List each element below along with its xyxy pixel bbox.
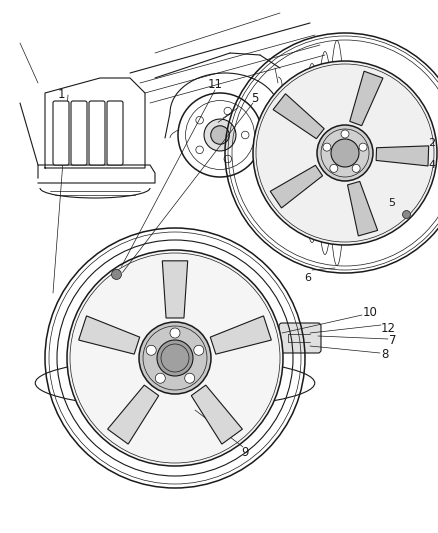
Text: 8: 8: [381, 349, 389, 361]
FancyBboxPatch shape: [89, 101, 105, 165]
Circle shape: [194, 345, 204, 356]
Polygon shape: [191, 385, 242, 444]
Circle shape: [112, 270, 121, 279]
Text: 11: 11: [208, 78, 223, 92]
Circle shape: [139, 322, 211, 394]
Circle shape: [317, 125, 373, 181]
Circle shape: [403, 211, 410, 219]
Circle shape: [196, 116, 203, 124]
Circle shape: [204, 119, 236, 151]
Polygon shape: [79, 316, 140, 354]
Text: 12: 12: [381, 321, 396, 335]
Circle shape: [253, 61, 437, 245]
Polygon shape: [350, 71, 383, 126]
Text: 10: 10: [363, 306, 378, 319]
Circle shape: [186, 101, 254, 169]
FancyBboxPatch shape: [107, 101, 123, 165]
Circle shape: [170, 328, 180, 338]
Text: 6: 6: [304, 273, 311, 283]
Circle shape: [157, 340, 193, 376]
Polygon shape: [376, 146, 429, 166]
Polygon shape: [108, 385, 159, 444]
Text: 5: 5: [388, 198, 395, 208]
Circle shape: [341, 130, 349, 138]
Circle shape: [146, 345, 156, 356]
FancyBboxPatch shape: [53, 101, 69, 165]
Circle shape: [178, 93, 262, 177]
Circle shape: [196, 146, 203, 154]
Circle shape: [330, 164, 338, 172]
Text: 7: 7: [389, 334, 397, 346]
Text: 2: 2: [428, 138, 435, 148]
Circle shape: [224, 107, 232, 115]
Text: 4: 4: [428, 160, 435, 170]
Circle shape: [323, 143, 331, 151]
FancyBboxPatch shape: [279, 323, 321, 353]
Text: 9: 9: [241, 447, 249, 459]
Circle shape: [155, 373, 165, 383]
Text: 1: 1: [57, 88, 65, 101]
Circle shape: [331, 139, 359, 167]
Text: 5: 5: [251, 92, 259, 104]
Circle shape: [185, 373, 195, 383]
Circle shape: [211, 126, 229, 144]
Circle shape: [224, 155, 232, 163]
FancyBboxPatch shape: [71, 101, 87, 165]
Circle shape: [241, 131, 249, 139]
Polygon shape: [270, 165, 322, 208]
Polygon shape: [210, 316, 272, 354]
FancyBboxPatch shape: [390, 155, 424, 175]
Circle shape: [67, 250, 283, 466]
Polygon shape: [162, 261, 188, 318]
Polygon shape: [273, 94, 324, 139]
Polygon shape: [347, 181, 378, 236]
Circle shape: [359, 143, 367, 151]
Circle shape: [352, 164, 360, 172]
